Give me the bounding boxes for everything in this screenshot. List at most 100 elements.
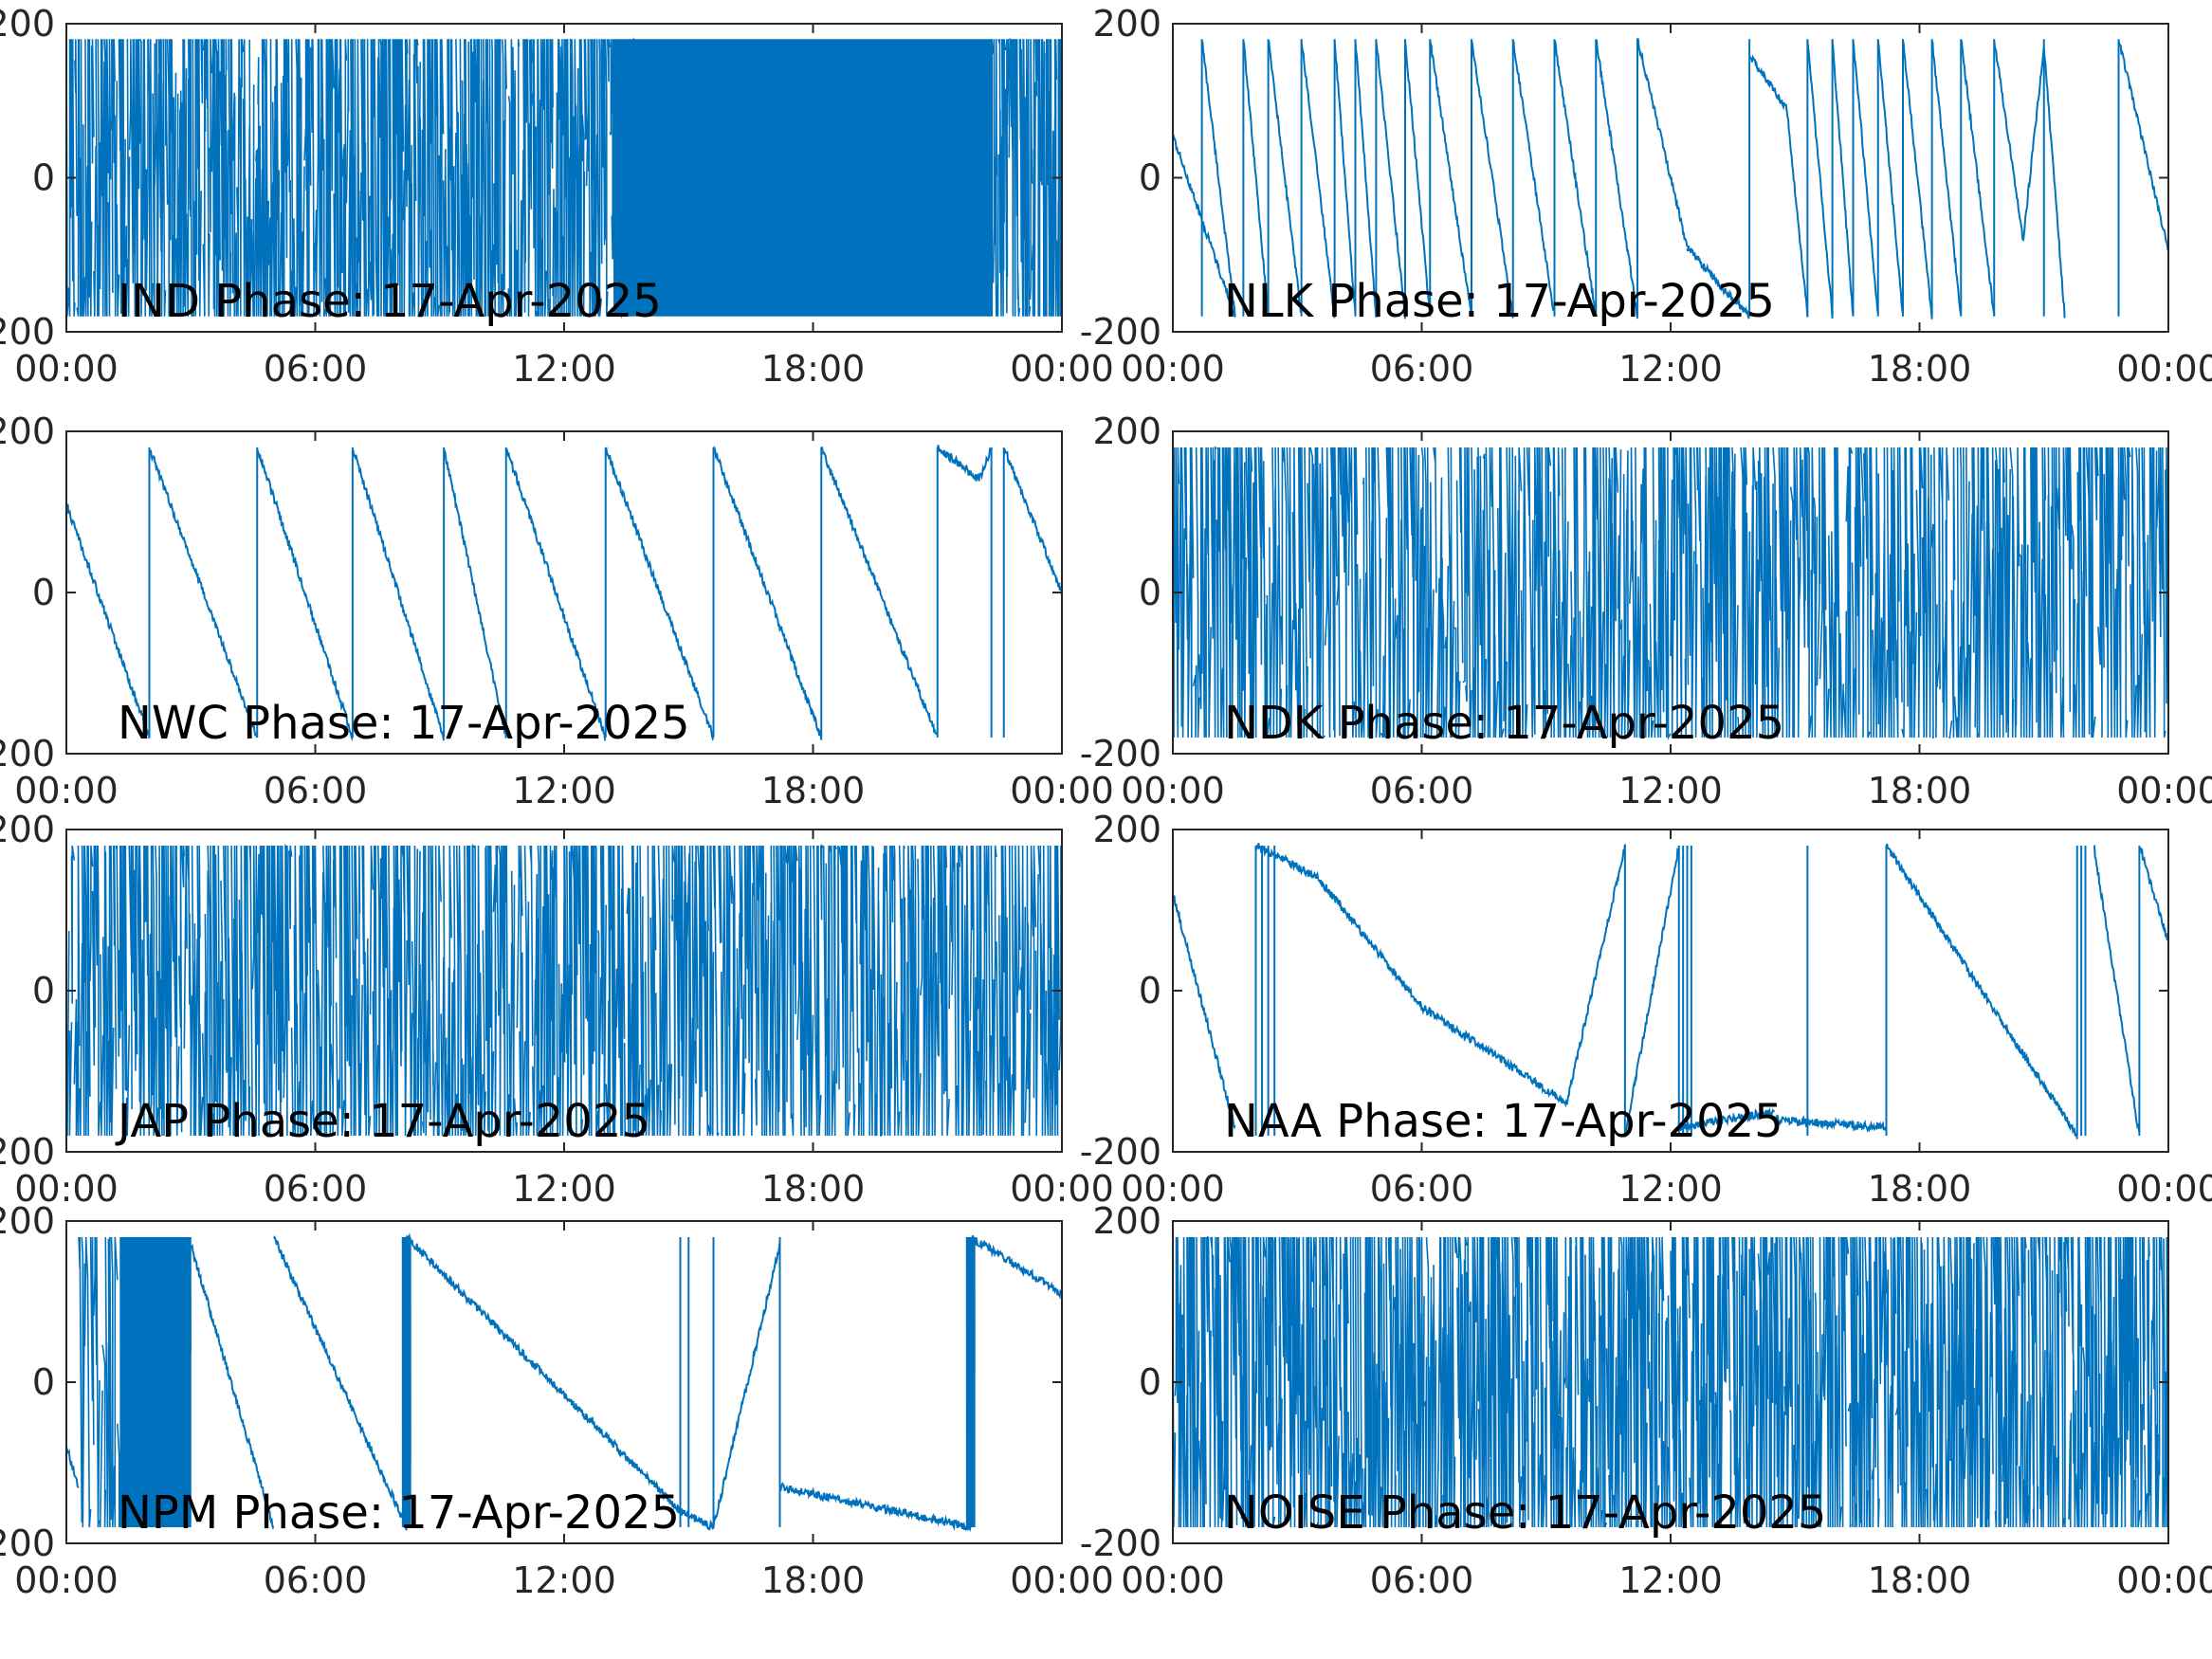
- x-tick-label: 18:00: [761, 770, 866, 811]
- phase-segment: [2021, 45, 2045, 242]
- phase-segment: [1421, 1005, 1568, 1108]
- phase-segment: [1852, 40, 1879, 314]
- y-tick-label: 200: [1092, 1200, 1161, 1242]
- x-tick-label: 12:00: [512, 1559, 616, 1601]
- x-tick-label: 18:00: [1868, 1559, 1972, 1601]
- y-tick-label: 200: [1092, 3, 1161, 45]
- series-npm: [66, 1232, 1062, 1533]
- phase-segment: [1173, 895, 1236, 1130]
- x-tick-label: 00:00: [14, 1559, 119, 1601]
- x-tick-label: 18:00: [1868, 1168, 1972, 1210]
- x-tick-label: 18:00: [761, 1168, 866, 1210]
- x-tick-label: 06:00: [264, 770, 368, 811]
- x-tick-label: 18:00: [1868, 348, 1972, 390]
- x-tick-label: 06:00: [1370, 1168, 1474, 1210]
- phase-trace: [401, 1236, 411, 1528]
- x-tick-label: 00:00: [2116, 348, 2212, 390]
- y-tick-label: -200: [0, 733, 55, 775]
- series-naa: [1173, 843, 2168, 1139]
- phase-segment: [1677, 1106, 1776, 1132]
- phase-segment: [1719, 283, 1750, 319]
- phase-segment: [1876, 40, 1904, 315]
- phase-segment: [1885, 843, 2078, 1139]
- phase-segment: [351, 448, 446, 741]
- phase-segment: [190, 1243, 275, 1529]
- panel-npm: -200 0 200 00:00 06:00 12:00 18:00 00:00 NPM Pha…: [0, 1200, 1114, 1601]
- y-tick-label: -200: [0, 1131, 55, 1173]
- y-tick-label: 0: [1139, 970, 1161, 1012]
- x-tick-label: 00:00: [1121, 1168, 1225, 1210]
- phase-segment: [1333, 40, 1357, 315]
- panel-jap: -200 0 200 00:00 06:00 12:00 18:00 00:00 JAP Pha…: [0, 809, 1114, 1210]
- x-tick-label: 12:00: [512, 770, 616, 811]
- x-tick-label: 06:00: [1370, 348, 1474, 390]
- y-tick-label: 0: [32, 572, 55, 613]
- y-tick-label: 0: [1139, 157, 1161, 199]
- phase-segment: [1173, 133, 1236, 318]
- phase-trace: [612, 37, 993, 319]
- panel-title: IND Phase: 17-Apr-2025: [118, 275, 662, 328]
- phase-trace: [66, 843, 1062, 1139]
- phase-trace: [119, 1236, 192, 1528]
- y-tick-label: 0: [32, 970, 55, 1012]
- phase-segment: [1623, 848, 1680, 1138]
- phase-segment: [443, 448, 507, 738]
- phase-segment: [148, 448, 259, 738]
- phase-segment: [978, 447, 993, 482]
- panel-nlk: -200 0 200 00:00 06:00 12:00 18:00 00:00 NLK Pha…: [1080, 3, 2212, 390]
- panel-title: NLK Phase: 17-Apr-2025: [1224, 275, 1775, 328]
- x-tick-label: 18:00: [1868, 770, 1972, 811]
- y-tick-label: 200: [0, 410, 55, 452]
- panel-ind: -200 0 200 00:00 06:00 12:00 18:00 00:00 IND Pha…: [0, 3, 1114, 390]
- series-nwc: [66, 445, 1062, 742]
- x-tick-label: 00:00: [2116, 1168, 2212, 1210]
- phase-segment: [712, 1241, 781, 1529]
- phase-segment: [2093, 844, 2141, 1133]
- phase-segment: [778, 1482, 972, 1533]
- phase-segment: [1565, 844, 1626, 1105]
- y-tick-label: 0: [1139, 1361, 1161, 1403]
- phase-segment: [1471, 40, 1514, 319]
- panel-nwc: -200 0 200 00:00 06:00 12:00 18:00 00:00 NWC Pha…: [0, 410, 1114, 811]
- phase-segment: [1773, 1114, 1888, 1133]
- x-tick-label: 00:00: [14, 348, 119, 390]
- phase-segment: [66, 1447, 80, 1488]
- panel-naa: -200 0 200 00:00 06:00 12:00 18:00 00:00 NAA Pha…: [1080, 809, 2212, 1210]
- y-tick-label: 200: [1092, 410, 1161, 452]
- y-tick-label: 0: [32, 157, 55, 199]
- x-tick-label: 12:00: [512, 1168, 616, 1210]
- phase-segment: [405, 1232, 682, 1514]
- phase-segment: [1553, 40, 1598, 317]
- phase-segment: [1993, 40, 2024, 241]
- y-tick-label: 200: [0, 3, 55, 45]
- y-tick-label: 200: [1092, 809, 1161, 850]
- panel-ndk: -200 0 200 00:00 06:00 12:00 18:00 00:00 NDK Pha…: [1080, 410, 2212, 811]
- phase-segment: [1596, 39, 1638, 319]
- phase-segment: [256, 448, 354, 742]
- phase-segment: [1686, 245, 1722, 291]
- phase-segment: [1354, 40, 1378, 318]
- series-noise: [1173, 1235, 2168, 1528]
- y-tick-label: 200: [0, 809, 55, 850]
- x-tick-label: 00:00: [1010, 770, 1114, 811]
- phase-segment: [1317, 878, 1423, 1012]
- panel-title: JAP Phase: 17-Apr-2025: [115, 1095, 650, 1148]
- phase-segment: [1002, 448, 1062, 596]
- x-tick-label: 12:00: [512, 348, 616, 390]
- series-ndk: [1173, 446, 2168, 740]
- phase-trace: [1173, 1235, 2168, 1528]
- y-tick-label: -200: [1080, 733, 1161, 775]
- y-tick-label: -200: [1080, 311, 1161, 353]
- y-tick-label: 0: [32, 1361, 55, 1403]
- phase-segment: [712, 446, 823, 740]
- phase-segment: [1902, 40, 1933, 319]
- x-tick-label: 06:00: [264, 1559, 368, 1601]
- phase-segment: [505, 447, 607, 741]
- phase-trace: [78, 1236, 121, 1528]
- x-tick-label: 00:00: [14, 770, 119, 811]
- phase-segment: [2117, 40, 2168, 251]
- phase-segment: [2042, 47, 2066, 319]
- x-tick-label: 12:00: [1618, 348, 1723, 390]
- x-tick-label: 00:00: [1121, 770, 1225, 811]
